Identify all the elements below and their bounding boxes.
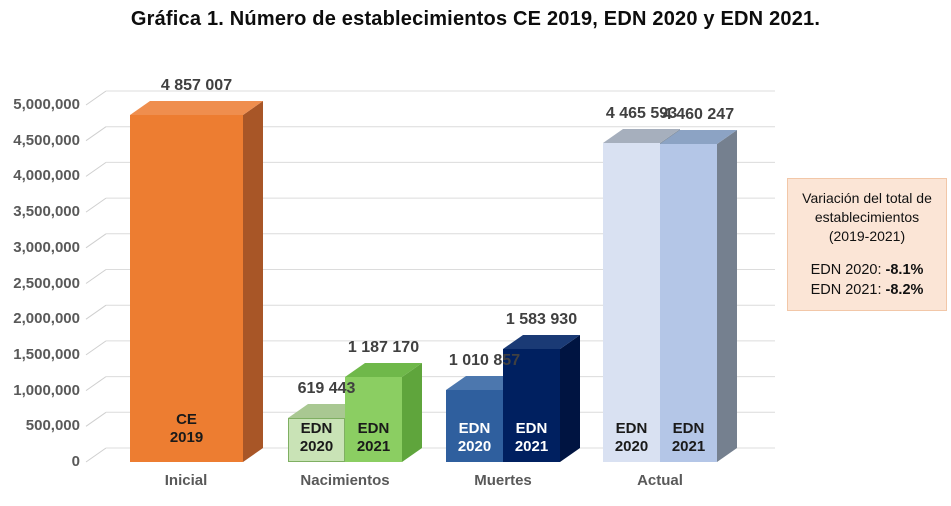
bar-top-face — [130, 101, 263, 115]
bar-actual-edn-2021: EDN 2021 — [660, 130, 737, 462]
note-entry-label: EDN 2020: — [810, 261, 882, 278]
bar-top-face — [345, 363, 422, 377]
bar-front-face — [130, 115, 243, 462]
bar-value-label: 4 465 593 — [605, 105, 678, 122]
bar-label-line: 2020 — [614, 438, 649, 456]
note-title-line-3: (2019-2021) — [828, 227, 906, 244]
bar-inner-label: EDN 2021 — [345, 420, 402, 458]
chart-title: Gráfica 1. Número de establecimientos CE… — [130, 8, 821, 30]
bar-front-face — [288, 418, 345, 462]
axis-tick-diagonal — [85, 411, 107, 427]
y-axis-tick-label: 4,000,000 — [13, 167, 80, 185]
bar-front-face — [345, 377, 402, 462]
note-entry-edn2021: EDN 2021: -8.2% — [792, 280, 942, 300]
note-title-line-1: Variación del total de — [802, 190, 932, 206]
y-axis-tick-label: 500,000 — [25, 417, 80, 435]
bar-value-label: 1 583 930 — [505, 311, 578, 328]
category-label-nacimientos: Nacimientos — [300, 472, 390, 489]
bar-label-line: EDN — [615, 419, 648, 437]
axis-tick-diagonal — [85, 233, 107, 249]
axis-tick-diagonal — [85, 340, 107, 356]
bar-label-line: CE — [176, 410, 197, 428]
bar-value-label: 4 857 007 — [160, 77, 233, 94]
bar-label-line: EDN — [357, 419, 390, 437]
bar-inner-label: EDN 2020 — [446, 420, 503, 458]
bar-label-line: EDN — [458, 419, 491, 437]
bar-inicial-ce-2019: CE 2019 — [130, 101, 263, 462]
bar-value-label: 1 187 170 — [347, 339, 420, 356]
y-axis-tick-label: 4,500,000 — [13, 131, 80, 149]
bar-front-face — [603, 143, 660, 462]
note-entry-value: -8.2% — [885, 281, 924, 298]
bar-label-line: 2021 — [356, 438, 391, 456]
bar-value-label: 1 010 857 — [448, 352, 521, 369]
bar-side-face — [717, 130, 737, 462]
bar-top-face — [660, 130, 737, 144]
bar-side-face — [560, 335, 580, 462]
axis-tick-diagonal — [85, 447, 107, 463]
bar-label-line: 2019 — [169, 429, 204, 447]
bar-label-line: EDN — [300, 419, 333, 437]
variation-note-box: Variación del total de establecimientos … — [787, 178, 947, 312]
note-entry-label: EDN 2021: — [810, 281, 882, 298]
note-title-line-2: establecimientos — [814, 208, 920, 225]
category-label-inicial: Inicial — [164, 472, 208, 489]
bar-side-face — [402, 363, 422, 462]
bar-inner-label: EDN 2020 — [288, 420, 345, 458]
bar-label-line: EDN — [672, 419, 705, 437]
y-axis-tick-label: 1,000,000 — [13, 381, 80, 399]
axis-tick-diagonal — [85, 376, 107, 392]
bar-label-line: EDN — [515, 419, 548, 437]
bar-top-face — [603, 129, 680, 143]
bar-value-label: 4 460 247 — [662, 106, 735, 123]
axis-tick-diagonal — [85, 269, 107, 284]
bar-front-face — [446, 390, 503, 462]
category-label-muertes: Muertes — [474, 472, 532, 489]
axis-tick-diagonal — [85, 161, 107, 177]
bar-nacimientos-edn-2021: EDN 2021 — [345, 363, 422, 462]
bar-inner-label: CE 2019 — [130, 411, 243, 449]
axis-tick-diagonal — [85, 126, 107, 142]
y-axis-tick-label: 3,000,000 — [13, 238, 80, 256]
axis-tick-diagonal — [85, 90, 107, 106]
bar-muertes-edn-2021: EDN 2021 — [503, 335, 580, 462]
bar-top-face — [503, 335, 580, 349]
bar-label-line: 2021 — [671, 438, 706, 456]
bar-label-line: 2020 — [457, 438, 492, 456]
category-label-actual: Actual — [637, 472, 683, 489]
note-entry-value: -8.1% — [885, 261, 924, 278]
bar-front-face — [503, 349, 560, 462]
y-axis-tick-label: 3,500,000 — [13, 203, 80, 221]
bar-label-line: 2020 — [299, 438, 334, 456]
y-axis-tick-label: 0 — [71, 453, 80, 470]
bar-side-face — [243, 101, 263, 462]
bar-value-label: 619 443 — [297, 380, 356, 397]
note-spacer — [792, 246, 942, 260]
y-axis-tick-label: 2,500,000 — [13, 274, 80, 292]
bar-inner-label: EDN 2021 — [503, 420, 560, 458]
axis-tick-diagonal — [85, 197, 107, 213]
bar-label-line: 2021 — [514, 438, 549, 456]
y-axis-tick-label: 1,500,000 — [13, 345, 80, 363]
bar-front-face — [660, 144, 717, 462]
axis-tick-diagonal — [85, 304, 107, 320]
bar-inner-label: EDN 2020 — [603, 420, 660, 458]
y-axis-tick-label: 5,000,000 — [13, 96, 80, 113]
y-axis-tick-label: 2,000,000 — [13, 310, 80, 328]
bar-inner-label: EDN 2021 — [660, 420, 717, 458]
note-entry-edn2020: EDN 2020: -8.1% — [792, 260, 942, 280]
